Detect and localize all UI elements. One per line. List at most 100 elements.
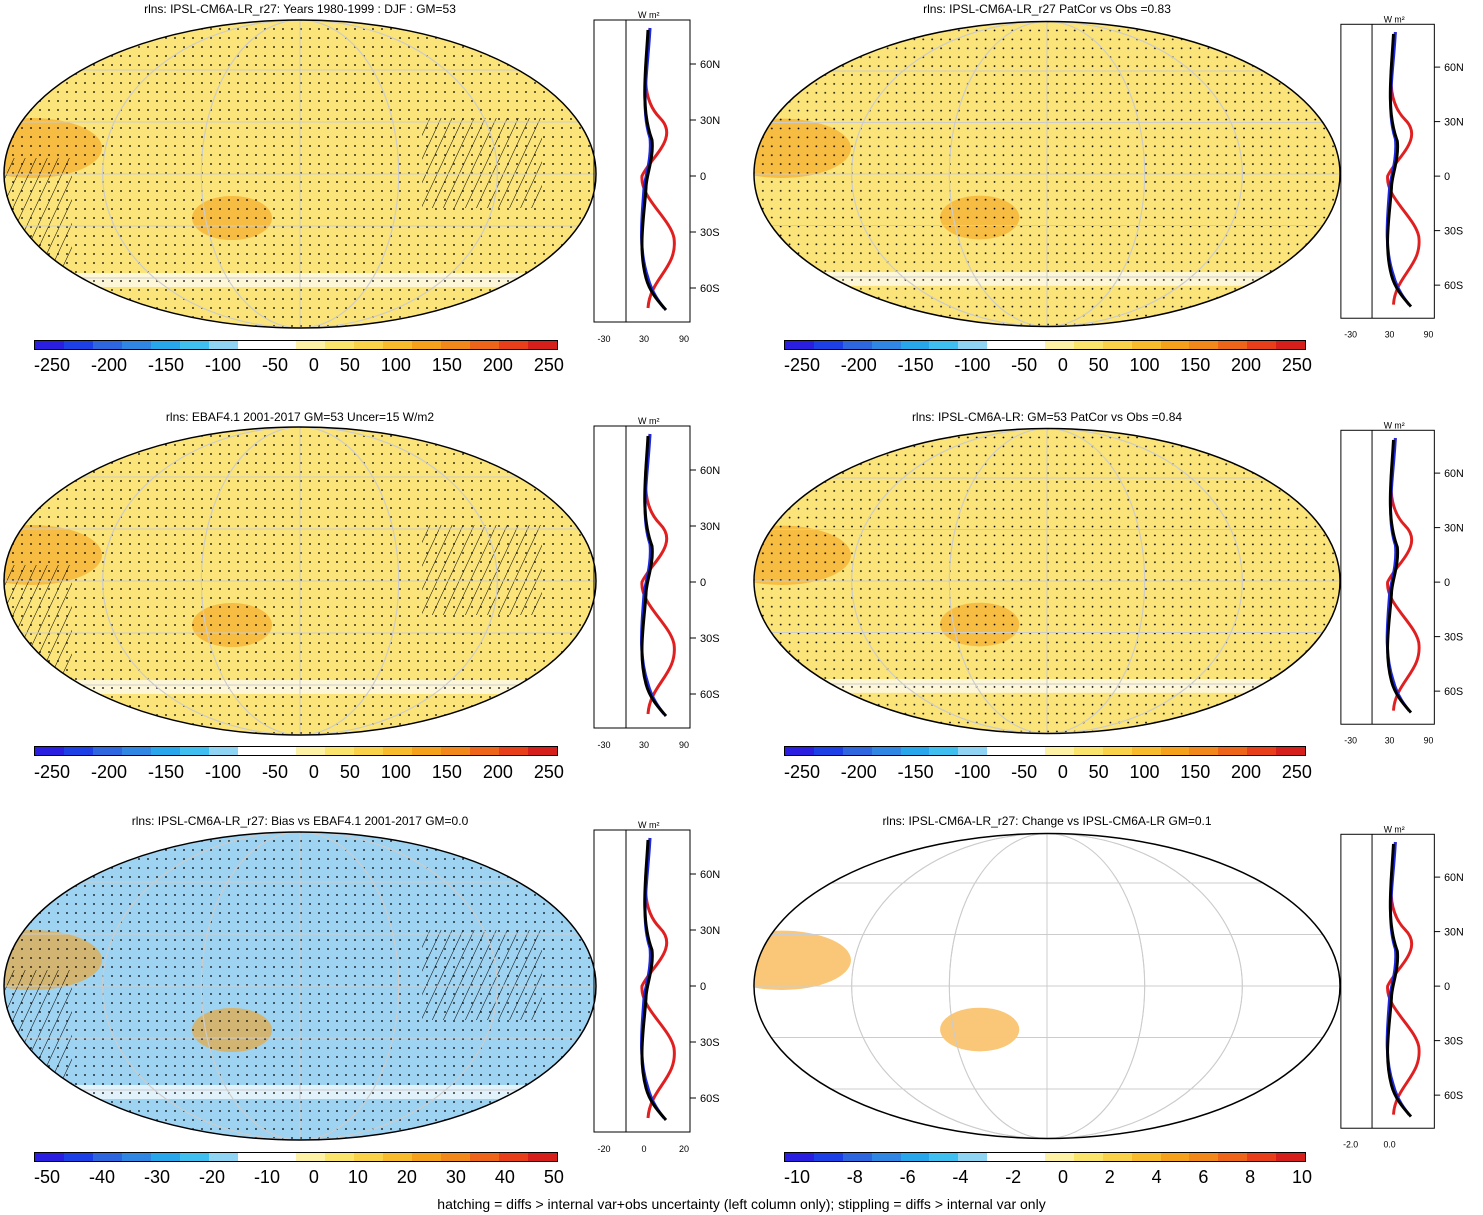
zonal-mean-plot: W m² 60N 30N 0 30S 60S -30 30 90 bbox=[593, 416, 720, 750]
lat-tick-label: 0 bbox=[1444, 171, 1450, 183]
lat-tick-label: 60N bbox=[700, 59, 720, 71]
colorbar-swatch bbox=[842, 1153, 872, 1161]
world-map bbox=[753, 427, 1341, 735]
lat-tick-label: 60S bbox=[1444, 1090, 1463, 1102]
colorbar-swatch bbox=[238, 747, 267, 755]
colorbar-swatch bbox=[35, 747, 64, 755]
zonal-mean-curve bbox=[1386, 843, 1413, 1118]
colorbar-tick-label: -250 bbox=[784, 355, 821, 375]
colorbar-tick-label: 250 bbox=[1281, 355, 1312, 375]
colorbar-swatch bbox=[929, 341, 959, 349]
zonal-x-tick-label: 90 bbox=[679, 334, 689, 344]
colorbar-swatch bbox=[1073, 341, 1103, 349]
colorbar-swatch bbox=[325, 747, 354, 755]
colorbar bbox=[784, 340, 1306, 350]
colorbar-swatch bbox=[871, 341, 901, 349]
world-map bbox=[753, 832, 1341, 1140]
colorbar-swatch bbox=[1045, 747, 1074, 755]
colorbar-tick-label: -50 bbox=[261, 762, 288, 782]
colorbar-swatch bbox=[412, 341, 441, 349]
colorbar-swatch bbox=[441, 341, 470, 349]
graticule-meridian bbox=[102, 20, 498, 328]
colorbar-labels: -250 -200 -150 -100 -50 0 50 100 150 200 250 bbox=[784, 762, 1312, 783]
colorbar-tick-label: -200 bbox=[840, 762, 877, 782]
colorbar-tick-label: 200 bbox=[1231, 762, 1262, 782]
colorbar-tick-label: -150 bbox=[147, 355, 184, 375]
zonal-x-tick-label: -30 bbox=[1344, 736, 1357, 746]
colorbar-swatch bbox=[1073, 747, 1103, 755]
graticule-meridian bbox=[200, 832, 400, 1140]
colorbar-swatch bbox=[122, 1153, 151, 1161]
colorbar-swatch bbox=[296, 341, 325, 349]
colorbar-swatch bbox=[785, 1153, 814, 1161]
colorbar-swatch bbox=[900, 341, 930, 349]
colorbar-tick-label: -100 bbox=[954, 355, 991, 375]
colorbar-swatch bbox=[1131, 1153, 1161, 1161]
lat-tick-label: 30N bbox=[1444, 523, 1464, 535]
zonal-frame bbox=[593, 829, 691, 1133]
graticule-meridian bbox=[948, 428, 1146, 734]
colorbar-swatch bbox=[412, 747, 441, 755]
lat-tick-label: 60N bbox=[1444, 62, 1464, 74]
map-outline bbox=[753, 832, 1341, 1140]
colorbar-swatch bbox=[499, 341, 528, 349]
zonal-frame bbox=[1340, 429, 1435, 725]
colorbar bbox=[34, 340, 558, 350]
lat-tick-label: 30N bbox=[700, 925, 720, 937]
zonal-x-tick-label: -2.0 bbox=[1343, 1140, 1358, 1150]
colorbar-swatch bbox=[499, 747, 528, 755]
colorbar-swatch bbox=[1016, 1153, 1046, 1161]
graticule-meridian bbox=[102, 832, 498, 1140]
lat-tick-label: 30S bbox=[1444, 632, 1463, 644]
colorbar-swatch bbox=[93, 1153, 122, 1161]
colorbar-tick-label: -8 bbox=[846, 1167, 863, 1187]
colorbar-tick-label: -250 bbox=[784, 762, 821, 782]
hatching bbox=[422, 525, 542, 615]
graticule-meridian bbox=[851, 21, 1243, 327]
colorbar-labels: -250 -200 -150 -100 -50 0 50 100 150 200 250 bbox=[34, 355, 564, 376]
colorbar-tick-label: 50 bbox=[543, 1167, 564, 1187]
colorbar-swatch bbox=[383, 341, 412, 349]
colorbar-swatch bbox=[180, 747, 209, 755]
colorbar-swatch bbox=[64, 341, 93, 349]
colorbar-tick-label: -200 bbox=[90, 355, 128, 375]
colorbar-swatch bbox=[325, 341, 354, 349]
colorbar-swatch bbox=[441, 747, 470, 755]
zonal-frame bbox=[593, 19, 691, 323]
colorbar-swatch bbox=[470, 747, 499, 755]
colorbar-tick-label: 100 bbox=[1129, 762, 1160, 782]
graticule-meridian bbox=[200, 20, 400, 328]
colorbar-swatch bbox=[1016, 747, 1046, 755]
map-outline bbox=[753, 427, 1341, 735]
zonal-x-tick-label: 0 bbox=[641, 1144, 646, 1154]
graticule-meridian bbox=[948, 21, 1146, 327]
lat-tick-label: 0 bbox=[700, 981, 706, 993]
hatching bbox=[4, 158, 72, 278]
colorbar-swatch bbox=[1045, 341, 1074, 349]
colorbar-labels: -250 -200 -150 -100 -50 0 50 100 150 200 250 bbox=[784, 355, 1312, 376]
colorbar-swatch bbox=[813, 1153, 843, 1161]
colorbar-swatch bbox=[1189, 747, 1219, 755]
zonal-frame bbox=[1340, 23, 1435, 319]
colorbar-swatch bbox=[470, 1153, 499, 1161]
colorbar-tick-label: 0 bbox=[1057, 355, 1068, 375]
colorbar-labels: -50 -40 -30 -20 -10 0 10 20 30 40 50 bbox=[34, 1167, 564, 1188]
lat-tick-label: 0 bbox=[700, 577, 706, 589]
zonal-mean-curve bbox=[640, 839, 668, 1121]
zonal-x-tick-label: 20 bbox=[679, 1144, 689, 1154]
zonal-mean-curve bbox=[640, 27, 676, 309]
zonal-mean-plot: W m² 60N 30N 0 30S 60S -30 30 90 bbox=[593, 10, 720, 344]
colorbar-swatch bbox=[354, 747, 383, 755]
colorbar-tick-label: -2 bbox=[1005, 1167, 1022, 1187]
hatching bbox=[4, 970, 72, 1090]
colorbar-tick-label: -50 bbox=[34, 1167, 61, 1187]
zonal-mean-curve bbox=[1386, 841, 1421, 1115]
lat-tick-label: 30N bbox=[1444, 117, 1464, 129]
lat-tick-label: 60N bbox=[700, 465, 720, 477]
colorbar bbox=[34, 1152, 558, 1162]
colorbar-tick-label: -150 bbox=[897, 355, 934, 375]
colorbar-swatch bbox=[987, 747, 1017, 755]
colorbar-swatch bbox=[151, 341, 180, 349]
colorbar-swatch bbox=[871, 1153, 901, 1161]
colorbar-tick-label: -4 bbox=[952, 1167, 969, 1187]
